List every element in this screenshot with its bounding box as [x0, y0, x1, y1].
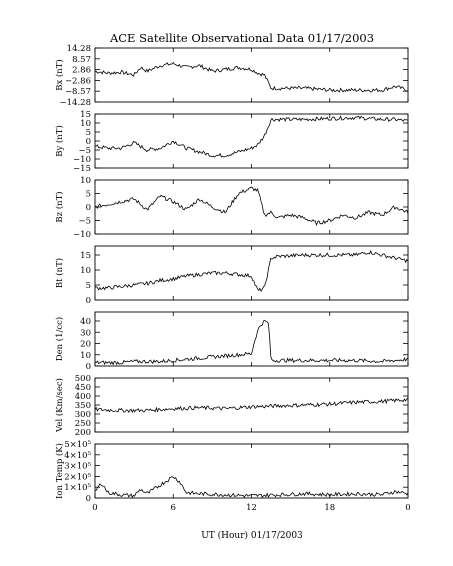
y-tick-label: 14.28	[67, 44, 91, 54]
y-tick-label: 5	[86, 128, 91, 138]
y-tick-label: 0	[86, 494, 91, 504]
panel-3: 10 5 0 −5 −10 Bz (nT)	[54, 176, 409, 240]
series-line	[94, 186, 409, 227]
y-tick-label: 15	[80, 251, 91, 261]
y-tick-label: 250	[75, 419, 91, 429]
y-tick-label: 500	[75, 374, 91, 384]
y-tick-label: −10	[73, 230, 91, 240]
y-tick-label: 0	[86, 296, 91, 306]
y-tick-label: 2×10⁵	[64, 472, 91, 482]
series-line	[94, 61, 409, 93]
y-tick-label: 300	[75, 410, 91, 420]
y-axis-label: Den (1/cc)	[54, 317, 65, 361]
panel-4: 15 10 5 0 Bt (nT)	[54, 245, 409, 306]
y-tick-label: 5	[86, 190, 91, 200]
y-tick-label: 3×10⁵	[64, 462, 91, 472]
y-tick-label: 0	[86, 362, 91, 372]
y-axis-label: Vel (Km/sec)	[54, 378, 65, 433]
series-line	[95, 476, 409, 499]
y-tick-label: 200	[75, 428, 91, 438]
panel-frame	[94, 47, 409, 103]
y-tick-label: 5×10⁵	[64, 440, 91, 450]
x-axis-label: UT (Hour) 01/17/2003	[201, 530, 303, 541]
panel-frame	[94, 377, 409, 433]
y-tick-label: −8.57	[65, 87, 91, 97]
y-tick-label: 0	[86, 137, 91, 147]
y-tick-label: −15	[73, 164, 91, 174]
series-line	[94, 319, 409, 366]
y-tick-label: 10	[80, 351, 91, 361]
y-tick-label: 10	[80, 266, 91, 276]
panel-1: 14.288.572.86−2.86−8.57−14.28 Bx (nT)	[54, 44, 409, 108]
chart-title: ACE Satellite Observational Data 01/17/2…	[109, 31, 374, 45]
y-tick-label: 30	[80, 328, 91, 338]
y-axis-label: Bz (nT)	[54, 191, 65, 222]
y-tick-label: 0	[86, 203, 91, 213]
y-tick-label: −10	[73, 155, 91, 165]
y-tick-label: 10	[80, 176, 91, 186]
x-tick-label: 18	[324, 503, 335, 513]
panel-frame	[94, 179, 409, 235]
panel-frame	[94, 311, 409, 367]
y-tick-label: 5	[86, 281, 91, 291]
y-tick-label: 350	[75, 401, 91, 411]
y-tick-label: 2.86	[72, 66, 91, 76]
y-tick-label: 8.57	[72, 55, 91, 65]
y-axis-label: By (nT)	[54, 125, 65, 157]
y-tick-label: 40	[80, 317, 91, 327]
y-tick-label: −2.86	[65, 76, 91, 86]
y-tick-label: −14.28	[60, 98, 91, 108]
y-tick-label: 1×10⁵	[64, 483, 91, 493]
y-tick-label: −5	[78, 217, 91, 227]
y-axis-label: Bt (nT)	[54, 258, 65, 288]
series-line	[94, 397, 409, 414]
y-tick-label: 4×10⁵	[64, 451, 91, 461]
y-tick-label: 400	[75, 392, 91, 402]
x-tick-label: 0	[92, 503, 97, 513]
y-tick-label: −5	[78, 146, 91, 156]
panel-frame	[94, 245, 409, 301]
y-tick-label: 10	[80, 119, 91, 129]
series-line	[94, 249, 409, 292]
y-tick-label: 20	[80, 340, 91, 350]
x-tick-label: 6	[171, 503, 176, 513]
series-line	[94, 115, 409, 158]
y-tick-label: 450	[75, 383, 91, 393]
x-tick-label: 0	[405, 503, 410, 513]
y-axis-label: Ion Temp (K)	[54, 443, 65, 499]
y-tick-label: 15	[80, 110, 91, 120]
panel-frame	[94, 113, 409, 169]
x-tick-label: 12	[246, 503, 257, 513]
y-axis-label: Bx (nT)	[54, 59, 65, 91]
